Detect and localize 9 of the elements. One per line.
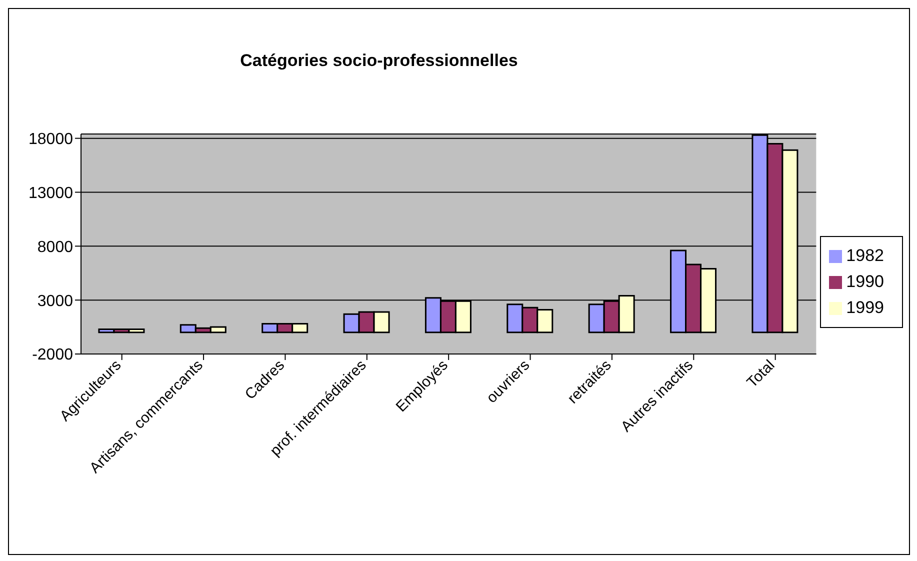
y-tick-label: 18000 [28, 130, 74, 148]
chart-title: Catégories socio-professionnelles [239, 51, 519, 71]
y-tick-label: 3000 [37, 292, 74, 310]
y-tick-label: 13000 [28, 184, 74, 202]
legend-label: 1982 [846, 246, 884, 264]
legend-label: 1999 [846, 298, 884, 316]
y-tick-label: -2000 [32, 346, 74, 364]
legend-label: 1990 [846, 272, 884, 290]
y-tick-label: 8000 [37, 238, 74, 256]
